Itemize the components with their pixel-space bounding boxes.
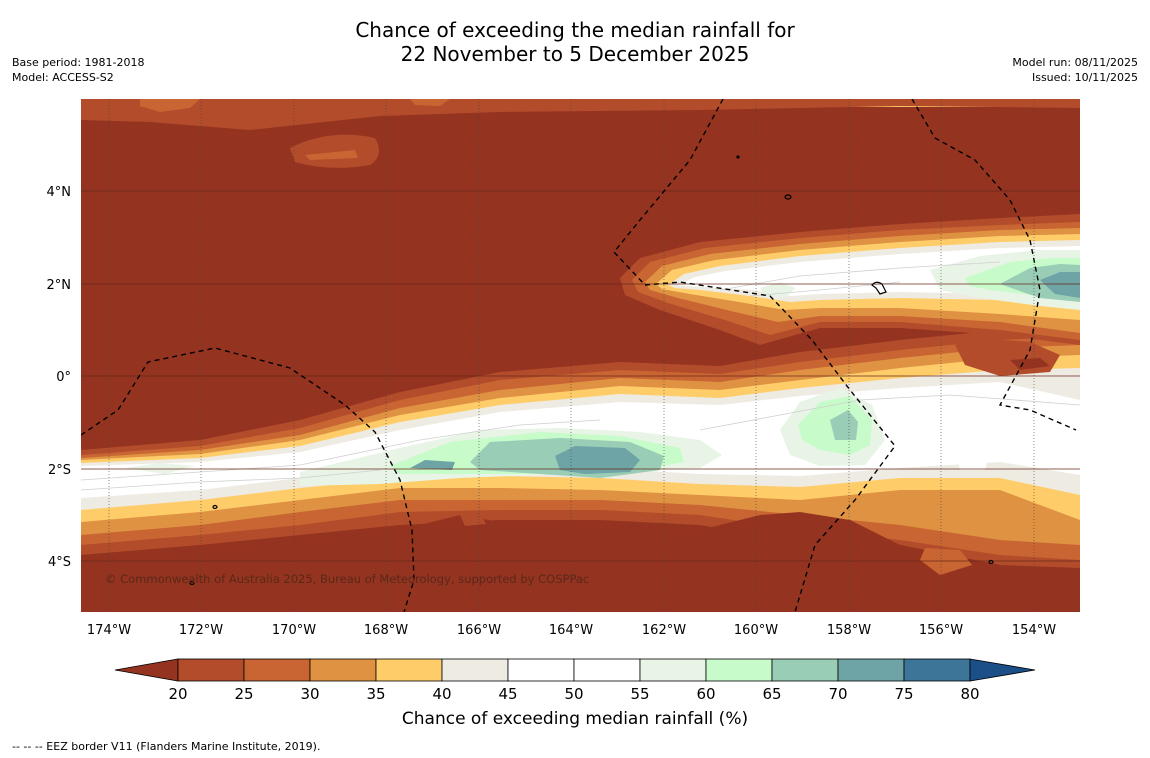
colorbar-tick: 65 <box>762 685 781 703</box>
base-period: Base period: 1981-2018 <box>12 56 145 69</box>
south-blob-30 <box>920 548 972 575</box>
island-small-2 <box>189 580 195 586</box>
lon-labels: 174°W 172°W 170°W 168°W 166°W 164°W 162°… <box>87 623 1056 638</box>
colorbar-cell <box>837 658 905 682</box>
lon-label: 156°W <box>919 623 963 638</box>
title-line-1: Chance of exceeding the median rainfall … <box>355 18 795 42</box>
meta-left: Base period: 1981-2018 Model: ACCESS-S2 <box>12 55 144 85</box>
colorbar-tick: 45 <box>498 685 517 703</box>
lon-label: 170°W <box>272 623 316 638</box>
south-patch-75 <box>555 446 640 474</box>
title-line-2: 22 November to 5 December 2025 <box>400 42 750 66</box>
blob-30 <box>305 150 358 160</box>
lon-label: 164°W <box>549 623 593 638</box>
colorbar-tick: 35 <box>366 685 385 703</box>
colorbar-ticks: 20 25 30 35 40 45 50 55 60 65 70 75 80 <box>168 685 979 703</box>
colorbar-cell <box>441 658 509 682</box>
rainfall-map: © Commonwealth of Australia 2025, Bureau… <box>81 99 1080 612</box>
colorbar-cell <box>309 658 377 682</box>
top-band-30b <box>410 99 450 106</box>
lon-label: 160°W <box>734 623 778 638</box>
lat-labels: 4°N 2°N 0° 2°S 4°S <box>47 185 72 570</box>
eez-footnote: -- -- -- EEZ border V11 (Flanders Marine… <box>12 740 321 753</box>
west-patch-60 <box>125 463 195 474</box>
colorbar-tick: 50 <box>564 685 583 703</box>
east-white-tongue <box>955 430 990 470</box>
copyright-text: © Commonwealth of Australia 2025, Bureau… <box>105 572 589 586</box>
colorbar-cell <box>177 658 245 682</box>
colorbar-cell <box>639 658 707 682</box>
eez-border-west <box>81 347 415 612</box>
south-patch-left <box>410 460 455 470</box>
lat-label: 2°S <box>48 463 71 478</box>
island-small-4 <box>988 559 994 565</box>
colorbar-tick: 30 <box>300 685 319 703</box>
colorbar-tick: 20 <box>168 685 187 703</box>
lon-label: 174°W <box>87 623 131 638</box>
eq-patch-70 <box>830 410 858 440</box>
colorbar <box>114 658 1036 682</box>
top-band-25 <box>81 99 1080 130</box>
colorbar-cell <box>507 658 575 682</box>
eez-border-east <box>911 99 1077 431</box>
colorbar-label: Chance of exceeding median rainfall (%) <box>401 709 749 729</box>
colorbar-tick: 80 <box>960 685 979 703</box>
issued-date: Issued: 10/11/2025 <box>1031 71 1138 84</box>
model-run: Model run: 08/11/2025 <box>1012 56 1138 69</box>
lon-label: 172°W <box>179 623 223 638</box>
colorbar-tick: 75 <box>894 685 913 703</box>
lon-label: 154°W <box>1012 623 1056 638</box>
east-blob-20 <box>1010 358 1050 370</box>
south-blob-25 <box>460 512 486 526</box>
island-kiritimati <box>871 281 887 295</box>
lat-label: 4°S <box>48 555 71 570</box>
lon-label: 162°W <box>642 623 686 638</box>
lat-label: 0° <box>56 370 71 385</box>
island-tabuaeran <box>784 194 792 200</box>
eez-borders <box>81 99 1077 612</box>
top-band-30 <box>140 99 200 112</box>
colorbar-tick: 25 <box>234 685 253 703</box>
island-small-3 <box>736 155 740 159</box>
lon-label: 166°W <box>457 623 501 638</box>
colorbar-cell <box>573 658 641 682</box>
colorbar-cell <box>903 658 971 682</box>
model-name: Model: ACCESS-S2 <box>12 71 114 84</box>
colorbar-low-arrow <box>114 658 179 682</box>
islands <box>189 155 994 586</box>
lon-label: 168°W <box>364 623 408 638</box>
colorbar-tick: 40 <box>432 685 451 703</box>
north-patch-75 <box>1040 272 1080 298</box>
lon-label: 158°W <box>827 623 871 638</box>
colorbar-tick: 70 <box>828 685 847 703</box>
colorbar-cell <box>375 658 443 682</box>
lat-label: 4°N <box>47 185 72 200</box>
colorbar-tick: 55 <box>630 685 649 703</box>
colorbar-high-arrow <box>969 658 1036 682</box>
colorbar-cell <box>243 658 311 682</box>
lat-label: 2°N <box>47 278 72 293</box>
eez-border-central <box>613 99 896 612</box>
colorbar-tick: 60 <box>696 685 715 703</box>
colorbar-cell <box>771 658 839 682</box>
island-small-1 <box>212 504 218 510</box>
map-title: Chance of exceeding the median rainfall … <box>0 18 1150 66</box>
meta-right: Model run: 08/11/2025 Issued: 10/11/2025 <box>1012 55 1138 85</box>
colorbar-cell <box>705 658 773 682</box>
south-dark-band <box>81 512 1080 612</box>
